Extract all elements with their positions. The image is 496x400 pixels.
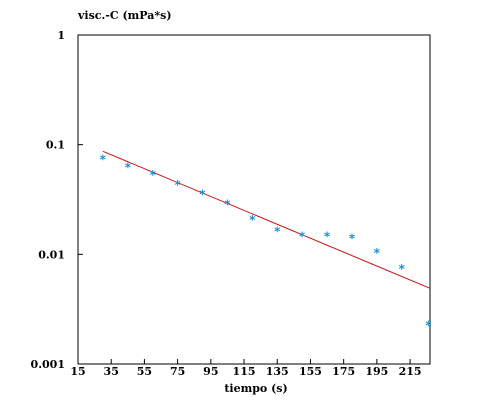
x-tick-label: 215: [399, 365, 422, 378]
data-point: *: [373, 246, 380, 260]
x-tick-label: 75: [170, 365, 185, 378]
x-tick-label: 35: [104, 365, 119, 378]
x-tick-label: 95: [203, 365, 218, 378]
y-tick-label: 1: [57, 29, 65, 42]
data-point: *: [299, 230, 306, 244]
data-point: *: [224, 198, 231, 212]
data-point: *: [149, 168, 156, 182]
x-tick-label: 155: [299, 365, 322, 378]
x-tick-label: 175: [332, 365, 355, 378]
x-tick-label: 115: [233, 365, 256, 378]
points-layer: * * * * * * * * * * * * * *: [99, 152, 432, 332]
x-tick-label: 195: [365, 365, 388, 378]
x-axis-label: tiempo (s): [224, 382, 287, 395]
data-point: *: [124, 161, 131, 175]
data-point: *: [174, 178, 181, 192]
y-tick-label: 0.1: [46, 139, 65, 152]
data-point: *: [274, 224, 281, 238]
fit-line-layer: [102, 150, 431, 289]
y-axis-label: visc.-C (mPa*s): [77, 9, 172, 22]
data-point: *: [425, 318, 432, 332]
y-ticks: 1 0.1 0.01 0.001: [31, 29, 83, 371]
y-tick-label: 0.01: [38, 248, 65, 261]
data-point: *: [323, 230, 330, 244]
data-point: *: [199, 187, 206, 201]
x-ticks: 15 35 55 75 95 115 135 155 175 195 215: [70, 359, 422, 378]
plot-frame: [77, 34, 431, 365]
data-point: *: [348, 232, 355, 246]
data-point: *: [249, 213, 256, 227]
x-tick-label: 15: [70, 365, 85, 378]
data-point: *: [398, 262, 405, 276]
data-point: *: [99, 152, 106, 166]
x-tick-label: 135: [266, 365, 289, 378]
x-tick-label: 55: [137, 365, 152, 378]
fit-line: [102, 150, 431, 289]
y-tick-label: 0.001: [31, 358, 65, 371]
